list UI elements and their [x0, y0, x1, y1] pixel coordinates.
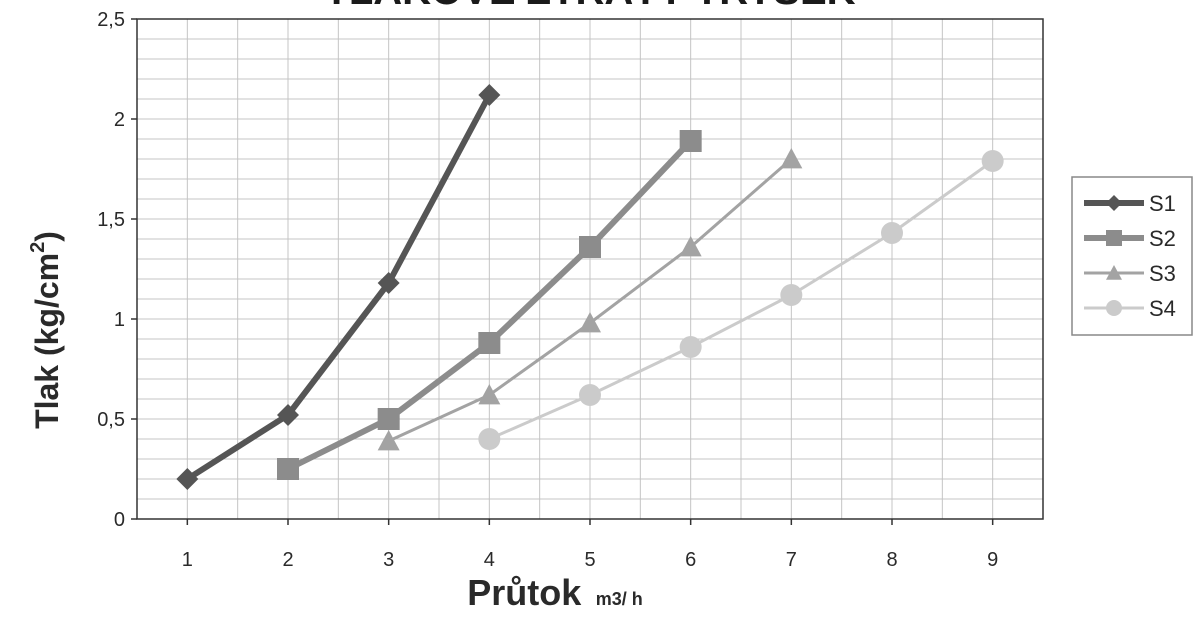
- x-axis-label: Průtok m3/ h: [467, 572, 642, 613]
- series-line-s4: [488, 159, 994, 441]
- y-tick-label: 2,5: [97, 9, 125, 31]
- data-point-s3: [679, 236, 702, 257]
- y-tick-label: 2: [114, 109, 125, 131]
- legend-label: S3: [1149, 261, 1176, 286]
- data-point-s2: [377, 408, 400, 430]
- y-axis-label-superscript: 2: [27, 242, 49, 253]
- data-point-s4: [981, 150, 1004, 172]
- x-tick-label: 2: [282, 549, 293, 571]
- legend: S1 S2 S3 S4: [1071, 176, 1193, 336]
- chart-title: TLAKOVÉ ZTRÁTY TRYSEK: [324, 0, 855, 13]
- legend-label: S4: [1149, 296, 1176, 321]
- data-point-s2: [478, 332, 501, 354]
- legend-item-s2: S2: [1084, 226, 1176, 251]
- legend-item-s3: S3: [1084, 261, 1176, 286]
- legend-label: S1: [1149, 191, 1176, 216]
- data-point-s1: [176, 468, 199, 490]
- data-point-s4: [679, 336, 702, 358]
- data-point-s4: [579, 384, 601, 406]
- data-point-s3: [377, 430, 400, 451]
- y-tick-label: 1,5: [97, 209, 125, 231]
- x-tick-label: 3: [383, 549, 394, 571]
- legend-swatch-marker: [1106, 195, 1122, 211]
- series-s4: [478, 150, 1004, 450]
- x-tick-label: 9: [987, 549, 998, 571]
- x-tick-label: 8: [886, 549, 897, 571]
- legend-swatch-marker: [1106, 230, 1122, 246]
- data-point-s3: [780, 148, 803, 169]
- data-point-s1: [377, 272, 400, 294]
- tick-labels: 0 0,5 1 1,5 2 2,5 1 2 3 4 5 6 7 8 9: [97, 9, 998, 571]
- y-axis-label-close: ): [29, 231, 65, 242]
- grid: [136, 18, 1044, 520]
- legend-item-s4: S4: [1084, 296, 1176, 321]
- legend-label: S2: [1149, 226, 1176, 251]
- data-point-s4: [881, 222, 903, 244]
- data-point-s1: [478, 84, 501, 106]
- y-tick-label: 0: [114, 509, 125, 531]
- data-point-s2: [277, 458, 299, 480]
- series-s2: [277, 130, 702, 480]
- x-tick-label: 1: [182, 549, 193, 571]
- series-s1: [176, 84, 501, 490]
- y-tick-label: 0,5: [97, 409, 125, 431]
- x-tick-label: 7: [786, 549, 797, 571]
- x-tick-label: 6: [685, 549, 696, 571]
- data-point-s3: [579, 312, 601, 333]
- x-axis-label-text: Průtok: [467, 572, 582, 613]
- x-tick-label: 5: [584, 549, 595, 571]
- x-tick-label: 4: [484, 549, 495, 571]
- data-point-s2: [679, 130, 702, 152]
- series-line-s1: [185, 93, 492, 482]
- y-axis-label-text: Tlak (kg/cm: [29, 253, 65, 429]
- legend-item-s1: S1: [1084, 191, 1176, 216]
- data-point-s4: [780, 284, 803, 306]
- x-axis-unit: m3/ h: [596, 589, 643, 609]
- series: [176, 84, 1004, 490]
- data-point-s4: [478, 428, 501, 450]
- data-point-s2: [579, 236, 601, 258]
- legend-swatch-marker: [1106, 265, 1122, 280]
- data-point-s1: [277, 404, 299, 426]
- y-tick-label: 1: [114, 309, 125, 331]
- y-axis-label: Tlak (kg/cm2): [27, 231, 65, 429]
- series-s3: [377, 148, 803, 451]
- data-point-s3: [478, 384, 501, 405]
- legend-swatch-marker: [1106, 300, 1122, 316]
